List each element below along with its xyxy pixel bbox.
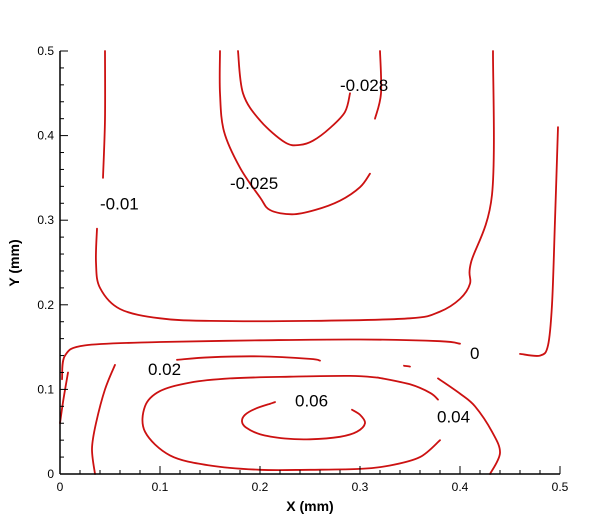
x-tick-label: 0.4 — [452, 480, 469, 494]
contour-line-9 — [176, 355, 321, 362]
y-tick-label: 0.4 — [37, 129, 54, 143]
x-tick-label: 0 — [57, 480, 64, 494]
x-tick-label: 0.5 — [552, 480, 569, 494]
contour-line-5 — [61, 338, 461, 381]
contour-label-3: 0 — [470, 344, 479, 363]
contour-line-0 — [237, 50, 351, 147]
axes: 0 0.1 0.2 0.3 0.4 0.5 0 0.1 0.2 0.3 0.4 0.5 — [37, 44, 568, 494]
contour-line-4 — [94, 50, 495, 323]
contour-line-10 — [403, 364, 411, 368]
contour-label-0: -0.028 — [340, 76, 388, 95]
contour-lines — [59, 50, 559, 475]
contour-label-1: -0.025 — [230, 174, 278, 193]
contour-line-3 — [102, 50, 107, 179]
contour-labels: -0.028 -0.025 -0.01 0 0.02 0.06 0.04 — [100, 76, 479, 427]
contour-line-1 — [218, 50, 371, 216]
contour-label-2: -0.01 — [100, 194, 139, 213]
contour-label-6: 0.04 — [437, 407, 470, 426]
x-axis-title: X (mm) — [286, 498, 333, 514]
y-tick-label: 0.2 — [37, 298, 54, 312]
x-tick-label: 0.1 — [152, 480, 169, 494]
contour-line-12 — [377, 376, 439, 401]
contour-line-7 — [59, 371, 69, 425]
contour-line-2 — [374, 50, 383, 120]
contour-label-4: 0.02 — [148, 360, 181, 379]
y-tick-label: 0 — [47, 467, 54, 481]
contour-line-8 — [91, 364, 116, 475]
contour-label-5: 0.06 — [295, 391, 328, 410]
x-tick-label: 0.3 — [352, 480, 369, 494]
y-tick-label: 0.1 — [37, 382, 54, 396]
y-tick-label: 0.5 — [37, 44, 54, 58]
contour-line-6 — [519, 126, 559, 357]
y-axis-title: Y (mm) — [6, 239, 22, 286]
contour-line-11 — [437, 377, 501, 475]
contour-line-15 — [269, 401, 276, 405]
y-tick-label: 0.3 — [37, 213, 54, 227]
contour-line-14 — [241, 402, 366, 441]
contour-line-13 — [141, 374, 441, 472]
x-tick-label: 0.2 — [252, 480, 269, 494]
